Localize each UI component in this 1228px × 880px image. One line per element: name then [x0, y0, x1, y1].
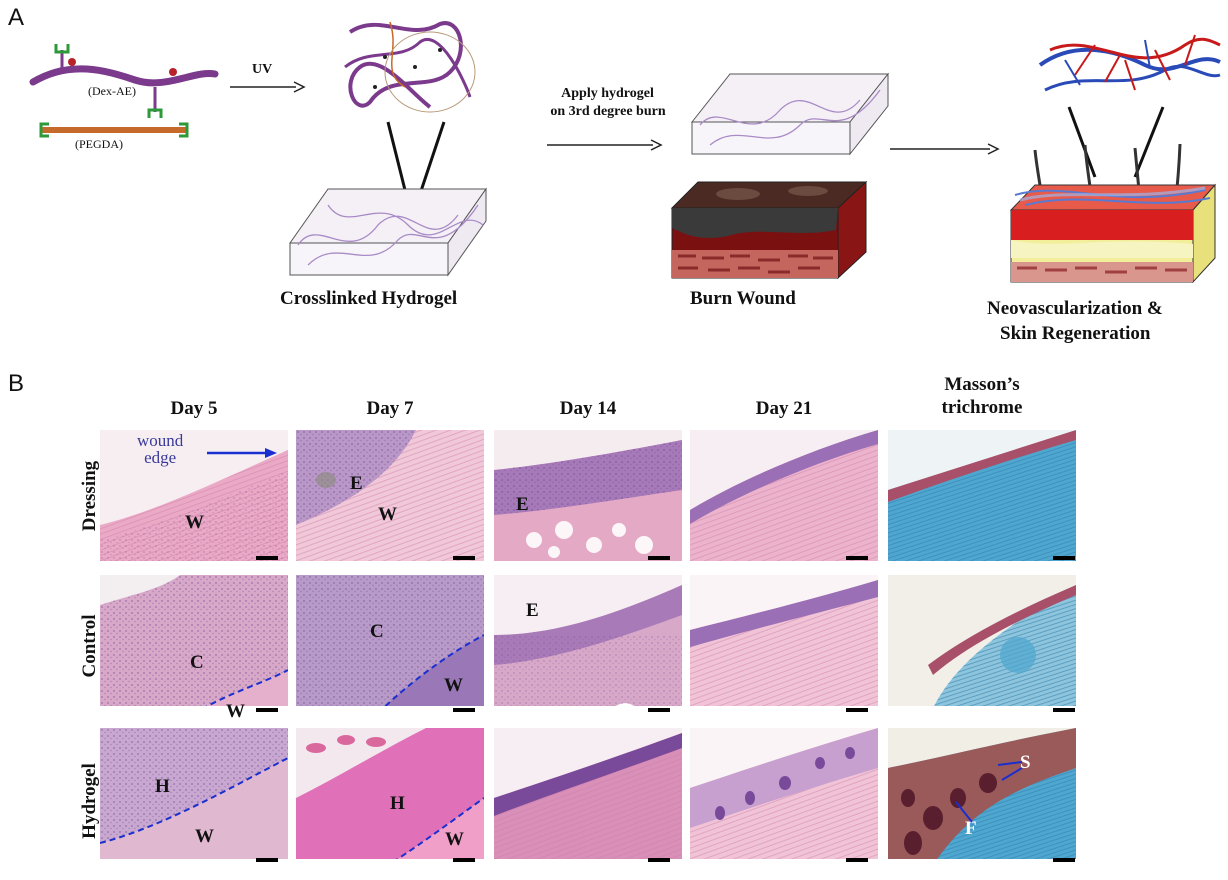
- img-control-day5: [100, 575, 288, 706]
- panel-b-letter: B: [8, 370, 25, 397]
- tag-control-d7-c: C: [370, 621, 384, 642]
- apply-arrow: [547, 139, 663, 151]
- wound-edge-label-1: wound: [137, 431, 184, 450]
- tag-hydrogel-d7-h: H: [390, 793, 405, 814]
- col-header-day21: Day 21: [755, 398, 813, 419]
- tag-hydrogel-masson-s: S: [1020, 752, 1031, 773]
- scale-bar: [256, 858, 278, 862]
- crosslinked-hydrogel-label: Crosslinked Hydrogel: [280, 288, 458, 309]
- scale-bar: [256, 708, 278, 712]
- dex-ae-label: (Dex-AE): [88, 84, 136, 98]
- tag-dressing-d7-e: E: [350, 473, 363, 494]
- scale-bar: [648, 556, 670, 560]
- col-header-masson-1: Masson’s: [944, 374, 1020, 395]
- img-hydrogel-day7: [296, 728, 484, 859]
- zoom-lines: [386, 121, 446, 195]
- scale-bar: [256, 556, 278, 560]
- burn-wound-block: [670, 180, 868, 280]
- scale-bar: [846, 556, 868, 560]
- apply-label-2: on 3rd degree burn: [550, 104, 666, 119]
- scale-bar: [1053, 556, 1075, 560]
- neo-label-2: Skin Regeneration: [1000, 323, 1151, 344]
- wound-edge-label: wound edge: [137, 432, 183, 466]
- img-control-day14: [494, 575, 682, 706]
- scale-bar: [648, 708, 670, 712]
- col-header-masson-2: trichrome: [941, 397, 1023, 418]
- burn-wound-label: Burn Wound: [690, 288, 796, 309]
- pegda-label: (PEGDA): [75, 137, 123, 151]
- img-dressing-masson: [888, 430, 1076, 561]
- img-hydrogel-day14: [494, 728, 682, 859]
- row-label-hydrogel: Hydrogel: [79, 763, 100, 839]
- tag-control-d7-w: W: [444, 675, 463, 696]
- hydrogel-slab: [289, 187, 487, 277]
- uv-arrow: [230, 81, 306, 93]
- scale-bar: [1053, 858, 1075, 862]
- img-dressing-day5: [100, 430, 288, 561]
- scale-bar: [846, 708, 868, 712]
- neo-label-1: Neovascularization &: [987, 298, 1163, 319]
- img-dressing-day7: [296, 430, 484, 561]
- uv-label: UV: [252, 62, 273, 77]
- scale-bar: [453, 556, 475, 560]
- col-header-day7: Day 7: [366, 398, 414, 419]
- img-dressing-day21: [690, 430, 878, 561]
- img-hydrogel-day5: [100, 728, 288, 859]
- col-header-day14: Day 14: [559, 398, 617, 419]
- tag-control-d14-e: E: [526, 600, 539, 621]
- hydrogel-small-slab: [690, 72, 890, 156]
- scale-bar: [846, 858, 868, 862]
- tag-hydrogel-d5-w: W: [195, 826, 214, 847]
- img-hydrogel-day21: [690, 728, 878, 859]
- tag-dressing-d5-w: W: [185, 512, 204, 533]
- col-header-day5: Day 5: [170, 398, 218, 419]
- tag-dressing-d14-e: E: [516, 494, 529, 515]
- img-control-day21: [690, 575, 878, 706]
- img-hydrogel-masson: [888, 728, 1076, 859]
- tag-control-d5-w: W: [226, 701, 245, 722]
- tag-hydrogel-masson-f: F: [965, 818, 977, 839]
- row-label-control: Control: [79, 614, 100, 678]
- zoom-lines-right: [1067, 106, 1165, 178]
- regeneration-arrow: [890, 143, 1000, 155]
- tag-control-d5-c: C: [190, 652, 204, 673]
- img-control-day7: [296, 575, 484, 706]
- scale-bar: [648, 858, 670, 862]
- wound-edge-arrow: [207, 448, 277, 458]
- panel-a-letter: A: [8, 4, 25, 31]
- scale-bar: [453, 708, 475, 712]
- polymer-schematic: [29, 44, 219, 138]
- tag-hydrogel-d5-h: H: [155, 776, 170, 797]
- scale-bar: [1053, 708, 1075, 712]
- tag-hydrogel-d7-w: W: [445, 829, 464, 850]
- apply-label-1: Apply hydrogel: [561, 86, 654, 101]
- wound-edge-label-2: edge: [144, 448, 177, 467]
- tag-dressing-d7-w: W: [378, 504, 397, 525]
- img-dressing-day14: [494, 430, 682, 561]
- crosslinked-network-icon: [344, 21, 476, 113]
- row-label-dressing: Dressing: [79, 460, 100, 532]
- img-control-masson: [888, 575, 1076, 706]
- regenerated-skin-block: [1009, 143, 1217, 284]
- scale-bar: [453, 858, 475, 862]
- vessel-network-icon: [1038, 34, 1221, 92]
- masson-pointer-lines: [955, 761, 1023, 823]
